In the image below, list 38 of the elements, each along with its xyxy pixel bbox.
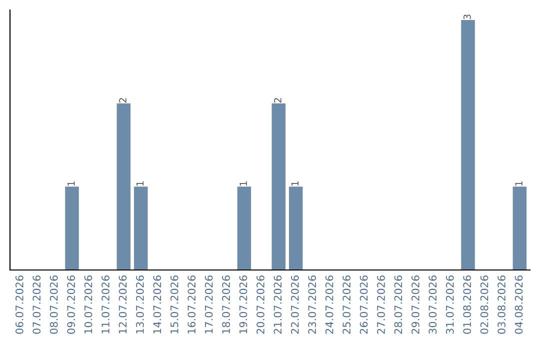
data-label: 3 — [463, 14, 471, 20]
data-label: 2 — [119, 98, 126, 103]
x-tick-label: 02.08.2026 — [480, 276, 488, 334]
x-tick-label: 04.08.2026 — [514, 276, 523, 334]
x-tick-label: 26.07.2026 — [360, 276, 368, 334]
x-tick-label: 13.07.2026 — [136, 276, 144, 334]
x-tick-label: 17.07.2026 — [204, 276, 213, 334]
x-tick-label: 25.07.2026 — [342, 276, 351, 334]
x-tick-label: 09.07.2026 — [67, 276, 76, 334]
x-tick-label: 07.07.2026 — [32, 276, 41, 334]
data-label: 1 — [515, 181, 522, 186]
data-label: 1 — [136, 181, 144, 186]
data-label: 1 — [68, 181, 75, 186]
x-tick-label: 29.07.2026 — [412, 276, 420, 334]
x-tick-label: 08.07.2026 — [50, 276, 58, 334]
x-tick-label: 22.07.2026 — [290, 276, 299, 334]
x-tick-label: 19.07.2026 — [239, 276, 248, 334]
x-tick-label: 03.08.2026 — [498, 276, 506, 334]
x-tick-label: 20.07.2026 — [256, 276, 264, 334]
x-tick-label: 24.07.2026 — [325, 276, 334, 334]
x-tick-label: 30.07.2026 — [428, 276, 437, 334]
x-tick-label: 23.07.2026 — [308, 276, 316, 334]
x-tick-label: 10.07.2026 — [84, 276, 92, 334]
x-tick-label: 15.07.2026 — [170, 276, 178, 334]
data-label: 1 — [240, 181, 247, 186]
x-tick-label: 31.07.2026 — [446, 276, 454, 334]
x-tick-label: 28.07.2026 — [394, 276, 402, 334]
data-label: 1 — [291, 181, 299, 186]
data-label: 2 — [274, 98, 282, 103]
x-tick-label: 11.07.2026 — [102, 276, 110, 334]
x-tick-label: 27.07.2026 — [377, 276, 385, 334]
x-tick-label: 06.07.2026 — [15, 276, 24, 334]
x-tick-label: 21.07.2026 — [274, 276, 282, 334]
x-tick-label: 12.07.2026 — [118, 276, 127, 334]
x-tick-label: 01.08.2026 — [463, 276, 472, 334]
x-tick-label: 16.07.2026 — [188, 276, 196, 334]
x-tick-label: 14.07.2026 — [153, 276, 162, 334]
x-tick-label: 18.07.2026 — [222, 276, 230, 334]
